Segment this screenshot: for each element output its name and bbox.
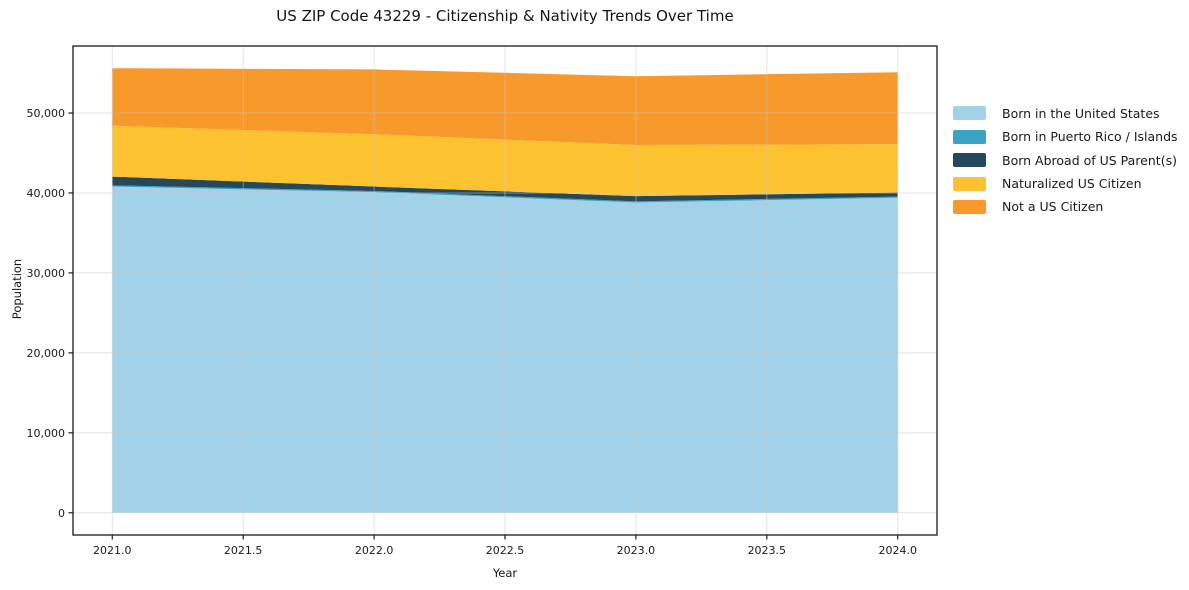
legend-label: Not a US Citizen (1002, 199, 1104, 215)
y-axis-label: Population (10, 258, 24, 320)
legend: Born in the United States Born in Puerto … (953, 104, 1178, 216)
tick-label-x: 2022.5 (486, 544, 525, 557)
legend-item: Born in the United States (953, 104, 1178, 123)
tick-label-y: 0 (58, 507, 65, 520)
legend-swatch (953, 199, 986, 214)
legend-label: Born Abroad of US Parent(s) (1002, 152, 1177, 168)
tick-label-y: 40,000 (27, 187, 66, 200)
legend-swatch (953, 153, 986, 168)
legend-item: Naturalized US Citizen (953, 174, 1178, 193)
legend-item: Born Abroad of US Parent(s) (953, 151, 1178, 170)
tick-label-y: 30,000 (27, 267, 66, 280)
legend-swatch (953, 176, 986, 191)
tick-label-x: 2023.0 (617, 544, 656, 557)
legend-item: Born in Puerto Rico / Islands (953, 127, 1178, 146)
legend-label: Naturalized US Citizen (1002, 176, 1142, 192)
tick-label-x: 2023.5 (748, 544, 787, 557)
area-series-1 (112, 185, 898, 203)
tick-label-y: 10,000 (27, 427, 66, 440)
legend-label: Born in the United States (1002, 105, 1160, 121)
chart-title: US ZIP Code 43229 - Citizenship & Nativi… (276, 7, 734, 25)
tick-label-x: 2021.0 (93, 544, 132, 557)
legend-swatch (953, 129, 986, 144)
tick-label-y: 50,000 (27, 107, 66, 120)
x-axis-label: Year (492, 566, 518, 580)
legend-label: Born in Puerto Rico / Islands (1002, 129, 1178, 145)
tick-label-y: 20,000 (27, 347, 66, 360)
tick-label-x: 2024.0 (878, 544, 917, 557)
legend-swatch (953, 106, 986, 121)
legend-item: Not a US Citizen (953, 198, 1178, 217)
tick-label-x: 2022.0 (355, 544, 394, 557)
tick-label-x: 2021.5 (224, 544, 263, 557)
